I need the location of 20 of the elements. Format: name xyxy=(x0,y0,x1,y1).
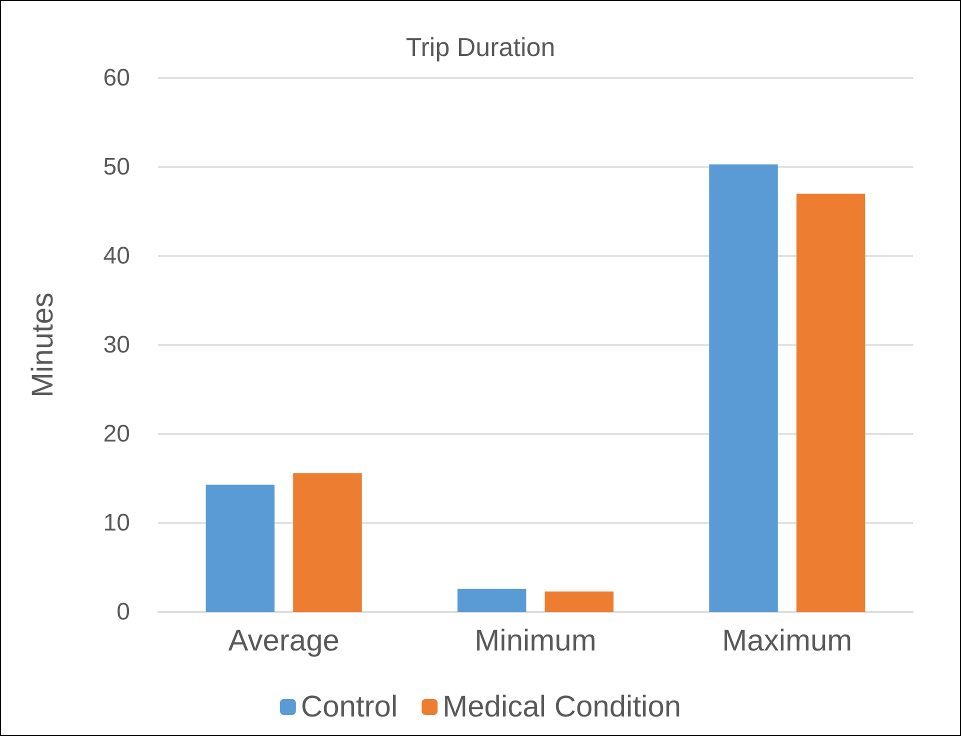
y-tick-label: 60 xyxy=(103,64,130,92)
y-tick-label: 10 xyxy=(103,510,130,536)
bar xyxy=(796,194,866,612)
y-tick-label: 30 xyxy=(103,332,130,358)
chart-title: Trip Duration xyxy=(406,32,556,62)
y-tick-label: 50 xyxy=(103,154,130,180)
y-tick-label: 20 xyxy=(103,420,130,448)
y-axis-title: Minutes xyxy=(26,292,60,398)
bar xyxy=(457,588,526,612)
bar xyxy=(293,473,362,612)
x-tick-label: Average xyxy=(228,624,340,658)
y-tick-label: 0 xyxy=(116,598,130,626)
y-tick-label: 40 xyxy=(103,242,130,270)
bar xyxy=(206,484,275,612)
bar xyxy=(544,592,614,612)
legend-label: Medical Condition xyxy=(442,690,682,724)
bar xyxy=(709,164,778,612)
legend-label: Control xyxy=(300,690,398,724)
x-tick-label: Minimum xyxy=(474,624,596,658)
x-tick-label: Maximum xyxy=(722,624,852,658)
